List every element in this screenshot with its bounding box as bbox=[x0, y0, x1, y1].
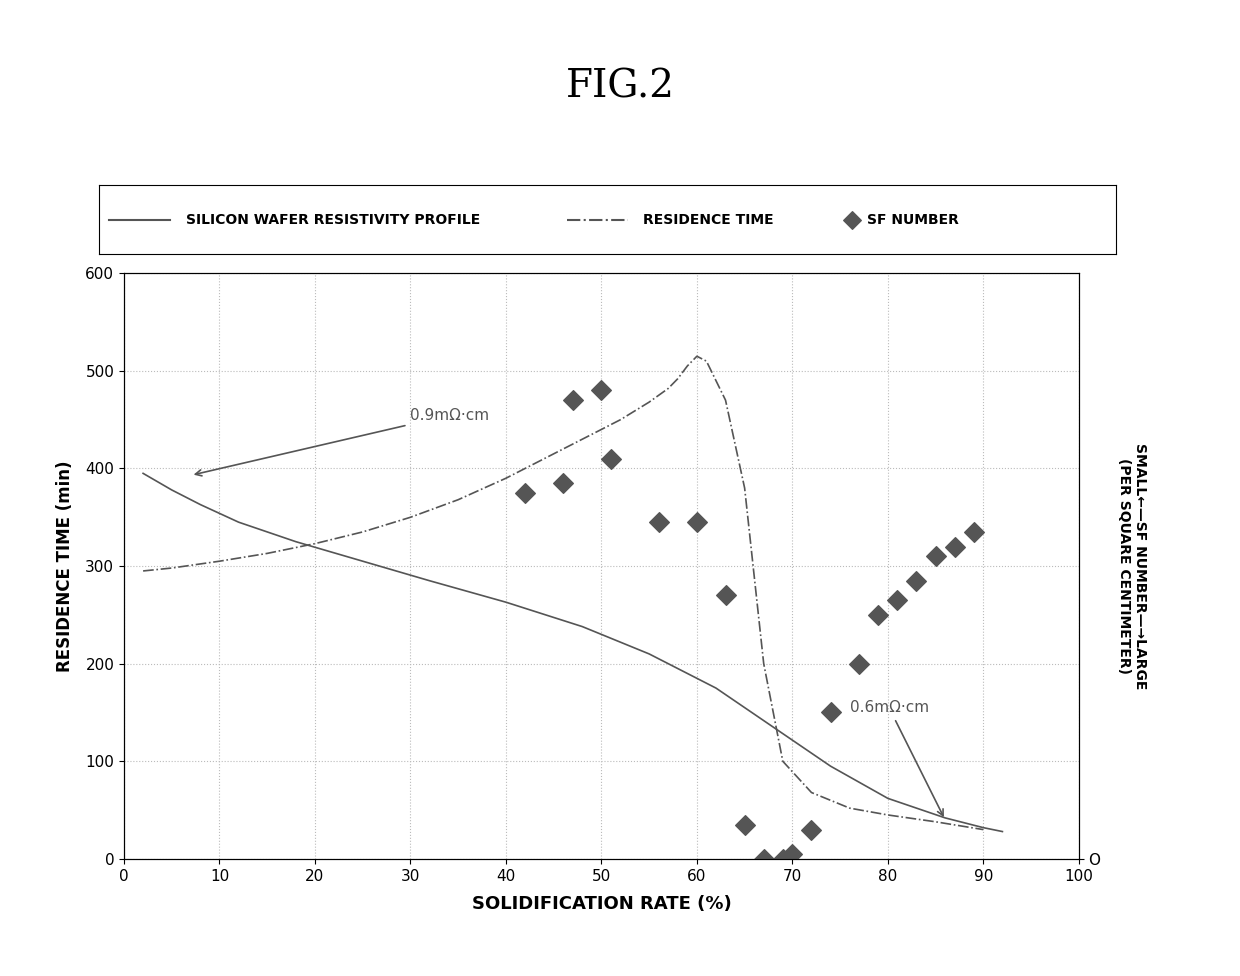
Point bbox=[888, 592, 908, 608]
Point bbox=[842, 212, 862, 227]
Point bbox=[553, 475, 573, 491]
Text: SILICON WAFER RESISTIVITY PROFILE: SILICON WAFER RESISTIVITY PROFILE bbox=[186, 213, 480, 226]
Point bbox=[734, 817, 754, 833]
X-axis label: SOLIDIFICATION RATE (%): SOLIDIFICATION RATE (%) bbox=[471, 895, 732, 913]
Point bbox=[821, 705, 841, 720]
Point bbox=[591, 383, 611, 398]
Point bbox=[963, 524, 983, 540]
Point bbox=[563, 392, 583, 408]
Point bbox=[515, 485, 534, 501]
Text: SF NUMBER: SF NUMBER bbox=[867, 213, 959, 226]
Point bbox=[715, 588, 735, 603]
Point bbox=[945, 539, 965, 554]
Point bbox=[849, 656, 869, 671]
Point bbox=[773, 851, 792, 867]
Text: RESIDENCE TIME: RESIDENCE TIME bbox=[644, 213, 774, 226]
Point bbox=[906, 573, 926, 589]
Point bbox=[782, 846, 802, 862]
Point bbox=[754, 851, 774, 867]
Point bbox=[925, 549, 946, 564]
Text: 0.9mΩ·cm: 0.9mΩ·cm bbox=[196, 408, 490, 476]
Point bbox=[601, 451, 621, 467]
Point bbox=[687, 514, 707, 530]
Point bbox=[801, 822, 821, 837]
Point bbox=[649, 514, 668, 530]
Y-axis label: SMALL←—SF NUMBER—→LARGE
(PER SQUARE CENTIMETER): SMALL←—SF NUMBER—→LARGE (PER SQUARE CENT… bbox=[1117, 443, 1147, 689]
Y-axis label: RESIDENCE TIME (min): RESIDENCE TIME (min) bbox=[56, 461, 74, 671]
Text: 0.6mΩ·cm: 0.6mΩ·cm bbox=[849, 701, 944, 816]
Text: FIG.2: FIG.2 bbox=[565, 68, 675, 105]
Point bbox=[868, 607, 888, 623]
